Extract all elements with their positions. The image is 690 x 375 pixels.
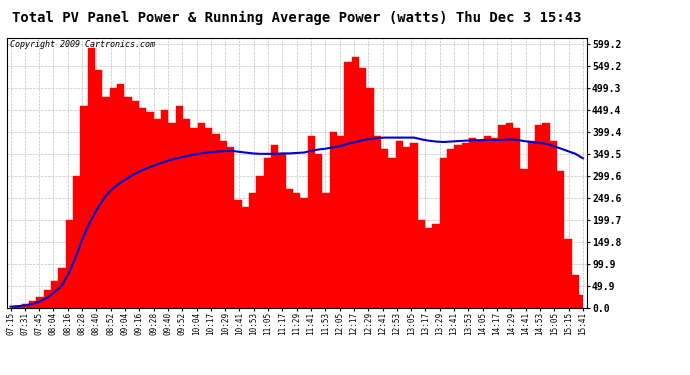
Text: Copyright 2009 Cartronics.com: Copyright 2009 Cartronics.com (10, 40, 155, 49)
Text: Total PV Panel Power & Running Average Power (watts) Thu Dec 3 15:43: Total PV Panel Power & Running Average P… (12, 11, 582, 26)
